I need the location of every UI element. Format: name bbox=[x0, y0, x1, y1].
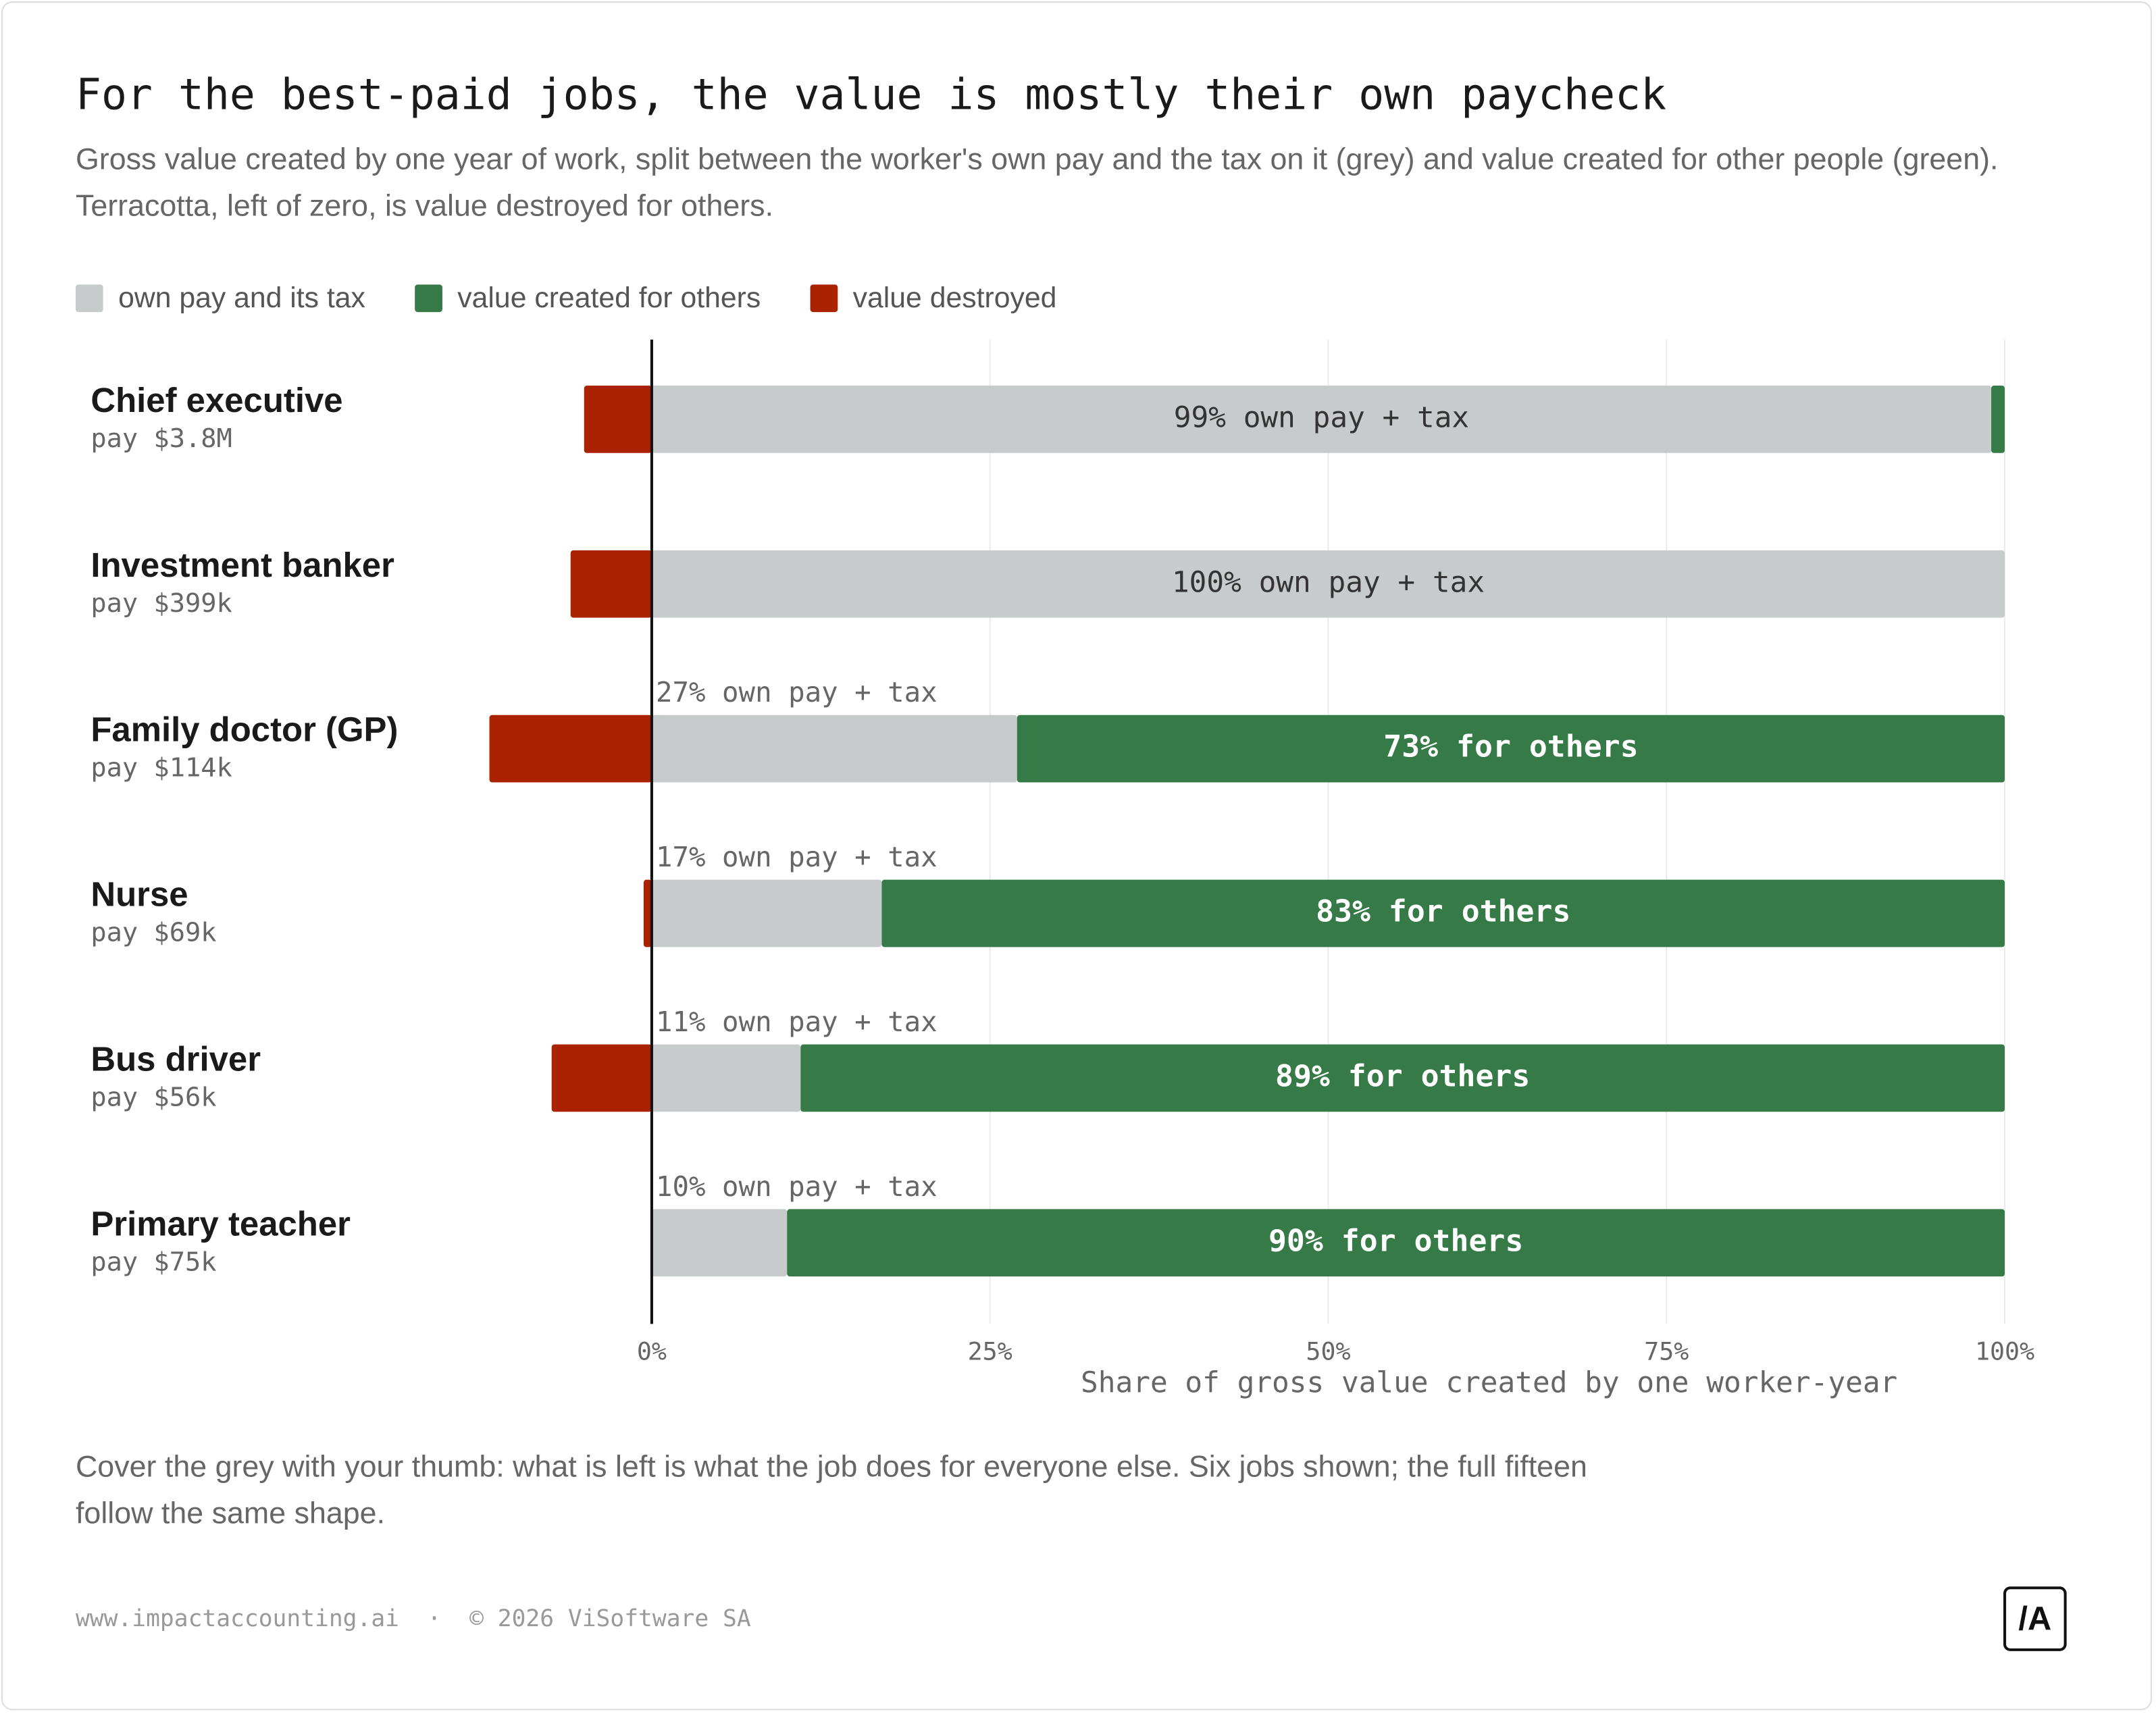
legend-swatch bbox=[75, 284, 103, 313]
pay-label: pay $399k bbox=[91, 588, 232, 619]
category-label: Bus driver bbox=[91, 1039, 261, 1078]
legend-swatch bbox=[810, 284, 838, 313]
pay-label: pay $75k bbox=[91, 1247, 216, 1277]
value-label: 100% own pay + tax bbox=[1172, 565, 1485, 599]
note: Cover the grey with your thumb: what is … bbox=[75, 1449, 1587, 1530]
category-label: Nurse bbox=[91, 875, 188, 914]
category-label: Primary teacher bbox=[91, 1204, 351, 1243]
value-label: 17% own pay + tax bbox=[656, 841, 938, 873]
x-axis-label: Share of gross value created by one work… bbox=[1081, 1366, 1897, 1399]
category-label: Investment banker bbox=[91, 546, 394, 584]
bar-segment bbox=[881, 879, 2005, 947]
bar-segment bbox=[1017, 715, 2005, 783]
bar-segment bbox=[584, 386, 652, 453]
x-tick-label: 0% bbox=[637, 1337, 667, 1366]
x-tick-label: 50% bbox=[1306, 1337, 1350, 1366]
pay-label: pay $69k bbox=[91, 918, 216, 948]
pay-label: pay $114k bbox=[91, 753, 232, 783]
bar-segment bbox=[651, 1209, 788, 1277]
pay-label: pay $56k bbox=[91, 1082, 216, 1112]
bar-segment bbox=[1991, 386, 2005, 453]
bar-segment bbox=[643, 879, 652, 947]
x-tick-label: 25% bbox=[968, 1337, 1012, 1366]
legend-swatch bbox=[415, 284, 442, 313]
bar-segment bbox=[489, 715, 652, 783]
x-tick-label: 75% bbox=[1644, 1337, 1689, 1366]
bar-segment bbox=[551, 1044, 652, 1112]
bar-segment bbox=[651, 879, 882, 947]
legend-label: value created for others bbox=[457, 282, 761, 314]
value-label: 27% own pay + tax bbox=[656, 676, 938, 708]
bar-segment bbox=[787, 1209, 2005, 1277]
legend-label: value destroyed bbox=[853, 282, 1057, 314]
bar-segment bbox=[651, 715, 1017, 783]
x-tick-label: 100% bbox=[1975, 1337, 2034, 1366]
pay-label: pay $3.8M bbox=[91, 423, 232, 454]
bar-segment bbox=[651, 1044, 801, 1112]
value-label: 83% for others bbox=[1316, 893, 1570, 929]
bar-segment bbox=[800, 1044, 2005, 1112]
value-label: 90% for others bbox=[1268, 1222, 1523, 1258]
value-label: 89% for others bbox=[1275, 1058, 1530, 1093]
value-label: 10% own pay + tax bbox=[656, 1170, 938, 1203]
value-label: 11% own pay + tax bbox=[656, 1006, 938, 1038]
chart-title: For the best-paid jobs, the value is mos… bbox=[76, 70, 1666, 120]
logo-box bbox=[2003, 1586, 2067, 1651]
value-label: 99% own pay + tax bbox=[1174, 400, 1469, 434]
bar-segment bbox=[651, 550, 2005, 618]
footer: www.impactaccounting.ai · © 2026 ViSoftw… bbox=[76, 1605, 751, 1632]
logo: /A bbox=[2018, 1601, 2051, 1637]
value-label: 73% for others bbox=[1383, 729, 1638, 764]
bar-segment bbox=[570, 550, 652, 618]
legend-label: own pay and its tax bbox=[118, 282, 365, 314]
subtitle: Gross value created by one year of work,… bbox=[75, 141, 1999, 223]
bar-segment bbox=[651, 386, 1992, 453]
category-label: Chief executive bbox=[91, 381, 342, 419]
category-label: Family doctor (GP) bbox=[91, 710, 398, 749]
